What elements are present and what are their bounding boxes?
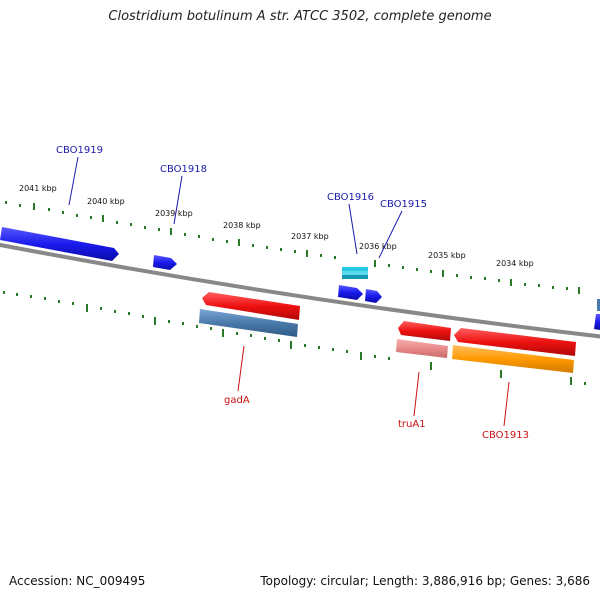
cds-arrow-reverse[interactable] (454, 328, 576, 356)
topology-text: Topology: circular; Length: 3,886,916 bp… (260, 574, 590, 588)
major-tick (442, 270, 444, 277)
rna-feature[interactable] (342, 271, 368, 275)
cds-arrow-forward[interactable] (0, 227, 119, 261)
cds-arrow-forward[interactable] (365, 289, 382, 303)
cds-arrow-reverse[interactable] (202, 292, 300, 320)
genome-backbone (0, 242, 600, 339)
major-tick (238, 239, 240, 246)
steelblue-feature[interactable] (199, 309, 298, 337)
major-tick (430, 362, 432, 370)
tick-label: 2035 kbp (428, 251, 466, 260)
tick-label: 2034 kbp (496, 259, 534, 268)
major-tick (170, 228, 172, 235)
major-tick (222, 329, 224, 337)
tick-labels: 2041 kbp 2040 kbp 2039 kbp 2038 kbp 2037… (19, 184, 534, 268)
major-tick (33, 203, 35, 210)
major-tick (570, 377, 572, 385)
tick-label: 2037 kbp (291, 232, 329, 241)
cds-arrow-reverse[interactable] (398, 321, 451, 341)
forward-features (0, 227, 600, 330)
forward-gene-labels: CBO1919 CBO1918 CBO1916 CBO1915 (56, 145, 427, 210)
rna-feature-reverse[interactable] (396, 339, 448, 358)
major-tick (360, 352, 362, 360)
orange-feature[interactable] (452, 345, 574, 373)
gene-label[interactable]: truA1 (398, 419, 426, 430)
cds-arrow-forward[interactable] (153, 255, 177, 270)
cds-arrow-forward[interactable] (338, 285, 363, 300)
major-tick (290, 341, 292, 349)
lower-tick-row (3, 291, 586, 385)
map-title: Clostridium botulinum A str. ATCC 3502, … (108, 9, 492, 24)
cds-arrow-forward[interactable] (594, 314, 600, 330)
tick-label: 2036 kbp (359, 242, 397, 251)
tick-label: 2041 kbp (19, 184, 57, 193)
major-tick (86, 304, 88, 312)
rna-feature[interactable] (597, 299, 600, 311)
upper-tick-row (5, 201, 580, 294)
forward-label-lines (68, 156, 403, 259)
gene-label[interactable]: CBO1913 (482, 430, 529, 441)
reverse-features (199, 292, 576, 373)
major-tick (102, 215, 104, 222)
tick-label: 2039 kbp (155, 209, 193, 218)
gene-label[interactable]: gadA (224, 395, 250, 406)
gene-label[interactable]: CBO1918 (160, 164, 207, 175)
major-tick (578, 287, 580, 294)
major-tick (500, 370, 502, 378)
gene-label[interactable]: CBO1915 (380, 199, 427, 210)
major-tick (306, 250, 308, 257)
major-tick (154, 317, 156, 325)
accession-text: Accession: NC_009495 (9, 574, 146, 588)
rna-feature[interactable] (342, 267, 368, 271)
major-tick (510, 279, 512, 286)
gene-label[interactable]: CBO1919 (56, 145, 103, 156)
gene-label[interactable]: CBO1916 (327, 192, 374, 203)
major-tick (374, 260, 376, 267)
tick-label: 2038 kbp (223, 221, 261, 230)
reverse-label-lines (237, 345, 510, 427)
rna-feature[interactable] (342, 275, 368, 279)
tick-label: 2040 kbp (87, 197, 125, 206)
reverse-gene-labels: gadA truA1 CBO1913 (224, 395, 529, 441)
